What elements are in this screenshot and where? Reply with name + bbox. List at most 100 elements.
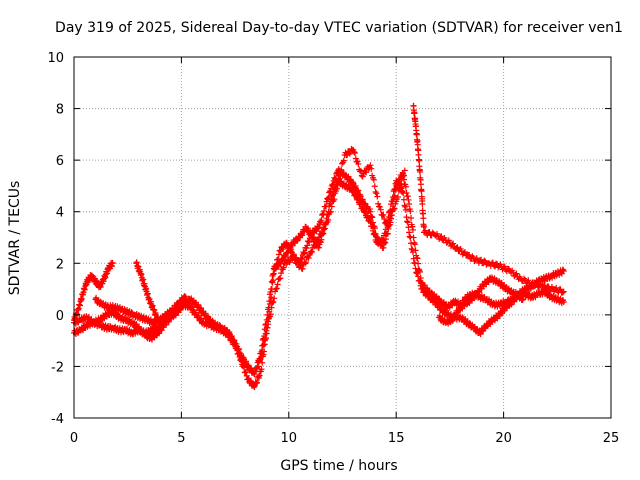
data-point [197, 316, 204, 323]
series-track-e [92, 293, 189, 327]
data-point [261, 337, 268, 344]
data-point [529, 279, 536, 286]
data-point [270, 277, 277, 284]
data-point [339, 160, 346, 167]
data-point [321, 225, 328, 232]
data-point [304, 225, 311, 232]
data-point [317, 231, 324, 238]
data-point [388, 215, 395, 222]
data-point [415, 266, 422, 273]
data-point [406, 229, 413, 236]
data-point [397, 184, 404, 191]
data-point [445, 237, 452, 244]
data-point [409, 226, 416, 233]
data-point [306, 230, 313, 237]
data-point [109, 260, 116, 267]
data-point [363, 169, 370, 176]
data-point [426, 228, 433, 235]
data-point [411, 260, 418, 267]
data-point [489, 259, 496, 266]
data-point [170, 307, 177, 314]
data-point [478, 256, 485, 263]
data-point [545, 290, 552, 297]
data-point [304, 242, 311, 249]
data-point [357, 201, 364, 208]
data-point [402, 183, 409, 190]
data-point [278, 270, 285, 277]
data-point [511, 298, 518, 305]
data-point [434, 230, 441, 237]
data-point [188, 303, 195, 310]
data-point [271, 295, 278, 302]
data-point [376, 203, 383, 210]
data-point [267, 311, 274, 318]
data-point [422, 227, 429, 234]
data-point [355, 195, 362, 202]
data-point [400, 172, 407, 179]
data-point [283, 260, 290, 267]
data-point [380, 244, 387, 251]
data-point [273, 285, 280, 292]
data-point [374, 193, 381, 200]
data-point [413, 270, 420, 277]
y-tick-label: 0 [56, 309, 64, 324]
data-point [407, 234, 414, 241]
y-tick-label: 10 [47, 51, 64, 66]
data-point [525, 277, 532, 284]
data-point [275, 251, 282, 258]
data-point [391, 186, 398, 193]
x-axis-label: GPS time / hours [280, 458, 397, 474]
data-point [274, 281, 281, 288]
data-point [362, 208, 369, 215]
data-point [308, 248, 315, 255]
data-point [382, 219, 389, 226]
data-point [197, 305, 204, 311]
data-point [408, 245, 415, 252]
data-point [435, 302, 442, 309]
data-point [318, 231, 325, 238]
data-point [385, 223, 392, 230]
data-point [311, 243, 318, 250]
data-point [266, 298, 273, 305]
data-point [351, 148, 358, 155]
data-point [398, 180, 405, 187]
data-point [394, 194, 401, 201]
data-point [560, 266, 567, 273]
data-point [359, 196, 366, 203]
data-point [395, 179, 402, 186]
data-point [452, 313, 459, 320]
data-point [410, 255, 417, 262]
data-point [403, 214, 410, 221]
data-point [359, 173, 366, 180]
data-point [364, 212, 371, 219]
data-point [352, 182, 359, 189]
data-point [306, 239, 313, 246]
data-point [315, 237, 322, 244]
y-tick-label: 2 [56, 257, 64, 272]
data-point [404, 218, 411, 225]
data-point [517, 293, 524, 300]
data-point [256, 372, 263, 379]
data-point [165, 318, 172, 325]
data-point [379, 235, 386, 242]
data-point [324, 195, 331, 202]
data-point [226, 328, 233, 335]
data-point [277, 275, 284, 282]
data-point [377, 206, 384, 213]
data-point [361, 209, 368, 216]
data-point [553, 284, 560, 291]
data-point [415, 273, 422, 280]
data-point [299, 265, 306, 272]
axis-ticks: 0 5 10 15 20 25 -4 -2 0 2 4 6 8 10 [47, 51, 619, 446]
data-point [308, 235, 315, 242]
data-point [409, 249, 416, 256]
data-point [252, 368, 259, 375]
data-point [541, 282, 548, 289]
data-point [256, 357, 263, 364]
data-point [263, 327, 270, 334]
data-point [254, 379, 261, 386]
y-tick-label: 4 [56, 206, 64, 221]
series-track-g [421, 227, 567, 296]
data-point [335, 175, 342, 182]
data-point [334, 182, 341, 189]
